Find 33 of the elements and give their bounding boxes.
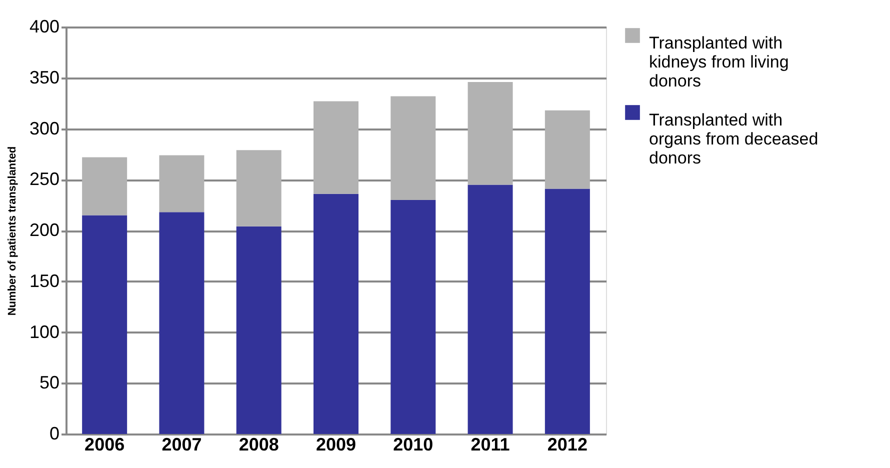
legend-label: Transplanted with organs from deceased donors [649, 110, 818, 168]
x-tick-label: 2008 [238, 434, 279, 454]
bar [390, 200, 436, 434]
bar [544, 110, 590, 189]
y-axis-title: Number of patients transplanted [6, 146, 18, 316]
x-tick-label: 2009 [316, 434, 356, 454]
bar [468, 184, 513, 434]
x-tick-label: 2007 [162, 434, 202, 454]
bar [390, 96, 436, 200]
bar [159, 155, 204, 212]
y-tick-label: 150 [29, 270, 60, 291]
legend-label: Transplanted with kidneys from living donors [649, 34, 789, 90]
bar [314, 101, 358, 194]
x-tick-label: 2011 [470, 434, 510, 454]
bar [468, 82, 513, 185]
x-tick-label: 2006 [84, 434, 125, 454]
bar [236, 150, 282, 226]
x-tick-label: 2012 [547, 434, 588, 454]
bar [236, 226, 282, 434]
y-tick-label: 200 [29, 220, 60, 240]
y-tick-label: 0 [49, 424, 60, 444]
bar [544, 188, 590, 434]
bar [82, 215, 128, 434]
y-tick-label: 100 [29, 322, 60, 342]
bar [82, 157, 128, 216]
bar [314, 194, 358, 434]
y-tick-label: 300 [29, 118, 60, 138]
y-tick-label: 400 [29, 16, 60, 36]
y-tick-label: 350 [29, 67, 60, 88]
y-tick-label: 250 [29, 169, 60, 190]
x-tick-label: 2010 [393, 434, 434, 454]
y-tick-label: 50 [39, 372, 60, 393]
bar [159, 212, 204, 434]
